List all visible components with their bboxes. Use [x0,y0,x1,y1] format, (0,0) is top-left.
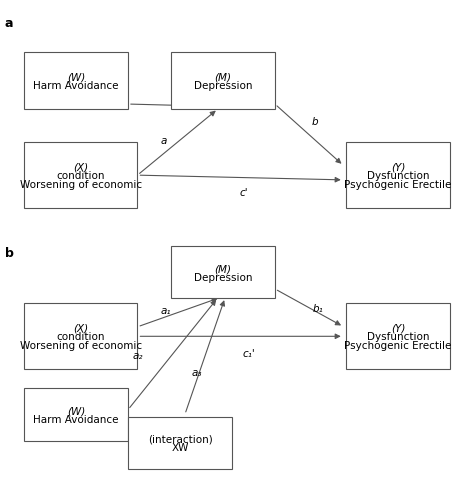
FancyBboxPatch shape [24,303,137,370]
FancyBboxPatch shape [171,53,275,109]
Text: a₁: a₁ [161,305,171,316]
Text: (X): (X) [73,323,88,333]
Text: (M): (M) [214,72,231,82]
FancyBboxPatch shape [24,389,128,440]
Text: Worsening of economic: Worsening of economic [19,340,142,350]
Text: (Y): (Y) [391,323,405,333]
Text: a: a [160,136,167,145]
Text: (X): (X) [73,162,88,172]
FancyBboxPatch shape [128,417,232,469]
Text: Harm Avoidance: Harm Avoidance [33,414,118,424]
Text: b: b [5,247,14,260]
Text: Dysfunction: Dysfunction [367,171,429,181]
Text: a: a [5,17,13,30]
Text: b₁: b₁ [312,303,323,313]
Text: condition: condition [56,171,105,181]
FancyBboxPatch shape [346,303,450,370]
FancyBboxPatch shape [24,53,128,109]
Text: XW: XW [172,442,189,452]
Text: (W): (W) [67,72,85,82]
Text: Depression: Depression [193,80,252,91]
Text: Psychogenic Erectile: Psychogenic Erectile [345,340,452,350]
Text: Harm Avoidance: Harm Avoidance [33,80,118,91]
Text: c₁': c₁' [243,348,255,358]
Text: (M): (M) [214,263,231,273]
Text: Worsening of economic: Worsening of economic [19,179,142,189]
Text: (W): (W) [67,406,85,415]
Text: (interaction): (interaction) [148,434,212,444]
FancyBboxPatch shape [346,143,450,209]
Text: Psychogenic Erectile: Psychogenic Erectile [345,179,452,189]
Text: Dysfunction: Dysfunction [367,332,429,342]
Text: c': c' [240,187,248,197]
Text: (Y): (Y) [391,162,405,172]
FancyBboxPatch shape [24,143,137,209]
Text: condition: condition [56,332,105,342]
Text: a₂: a₂ [132,350,143,361]
Text: b: b [312,116,319,126]
FancyBboxPatch shape [171,247,275,299]
Text: a₃: a₃ [191,367,202,377]
Text: Depression: Depression [193,272,252,282]
